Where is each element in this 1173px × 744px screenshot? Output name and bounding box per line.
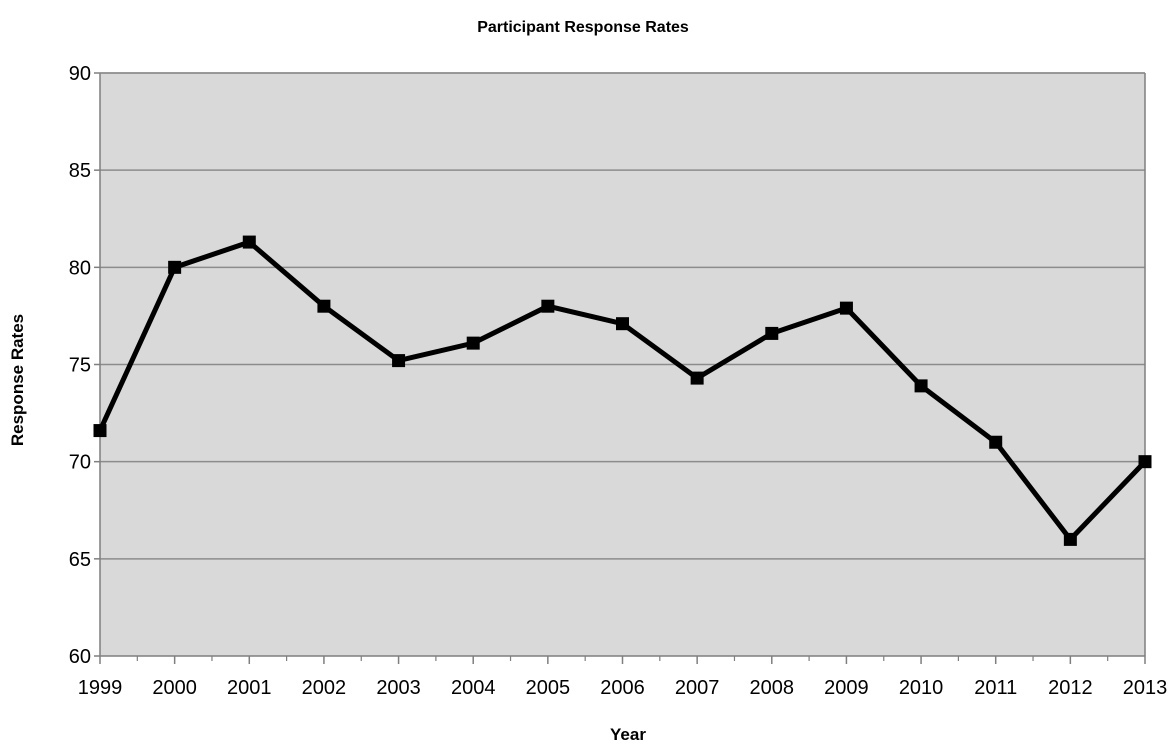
data-point [392,354,406,368]
x-tick-label: 2005 [526,677,571,699]
x-tick-labels: 1999 2000 2001 2002 2003 2004 2005 2006 2007 2008… [78,677,1168,699]
data-point [690,371,704,385]
x-tick-label: 2008 [750,677,795,699]
data-point [839,301,853,315]
data-point [1063,532,1077,546]
x-tick-label: 1999 [78,677,123,699]
x-tick-label: 2013 [1123,677,1168,699]
x-axis-label: Year [610,725,646,744]
x-tick-label: 2004 [451,677,496,699]
data-point [93,424,107,438]
y-tick-label: 85 [69,160,91,182]
data-point [466,336,480,350]
x-tick-label: 2012 [1048,677,1093,699]
axes [99,72,1146,664]
data-point [914,379,928,393]
data-point [765,326,779,340]
y-tick-label: 90 [69,63,91,85]
x-tick-label: 2010 [899,677,944,699]
data-point [616,317,629,331]
x-tick-label: 2007 [675,677,720,699]
data-point [541,299,555,313]
x-tick-label: 2002 [302,677,347,699]
y-tick-label: 80 [69,257,91,279]
x-tick-label: 2006 [600,677,645,699]
y-tick-labels: 60 65 70 75 80 85 90 [69,63,91,668]
y-tick-label: 65 [69,549,91,571]
x-tick-label: 2003 [376,677,421,699]
data-point [242,235,256,249]
data-point [1138,455,1152,469]
y-tick-label: 75 [69,355,91,377]
series-group [93,235,1152,546]
x-tick-label: 2001 [227,677,272,699]
data-point [317,299,331,313]
y-tick-label: 60 [69,646,91,668]
x-tick-label: 2000 [152,677,197,699]
y-tick-label: 70 [69,452,91,474]
y-axis-label: Response Rates [8,314,27,446]
x-tick-label: 2011 [974,677,1017,699]
x-tick-label: 2009 [824,677,869,699]
chart-title: Participant Response Rates [477,19,689,36]
data-point [989,435,1003,449]
data-point [168,260,182,274]
